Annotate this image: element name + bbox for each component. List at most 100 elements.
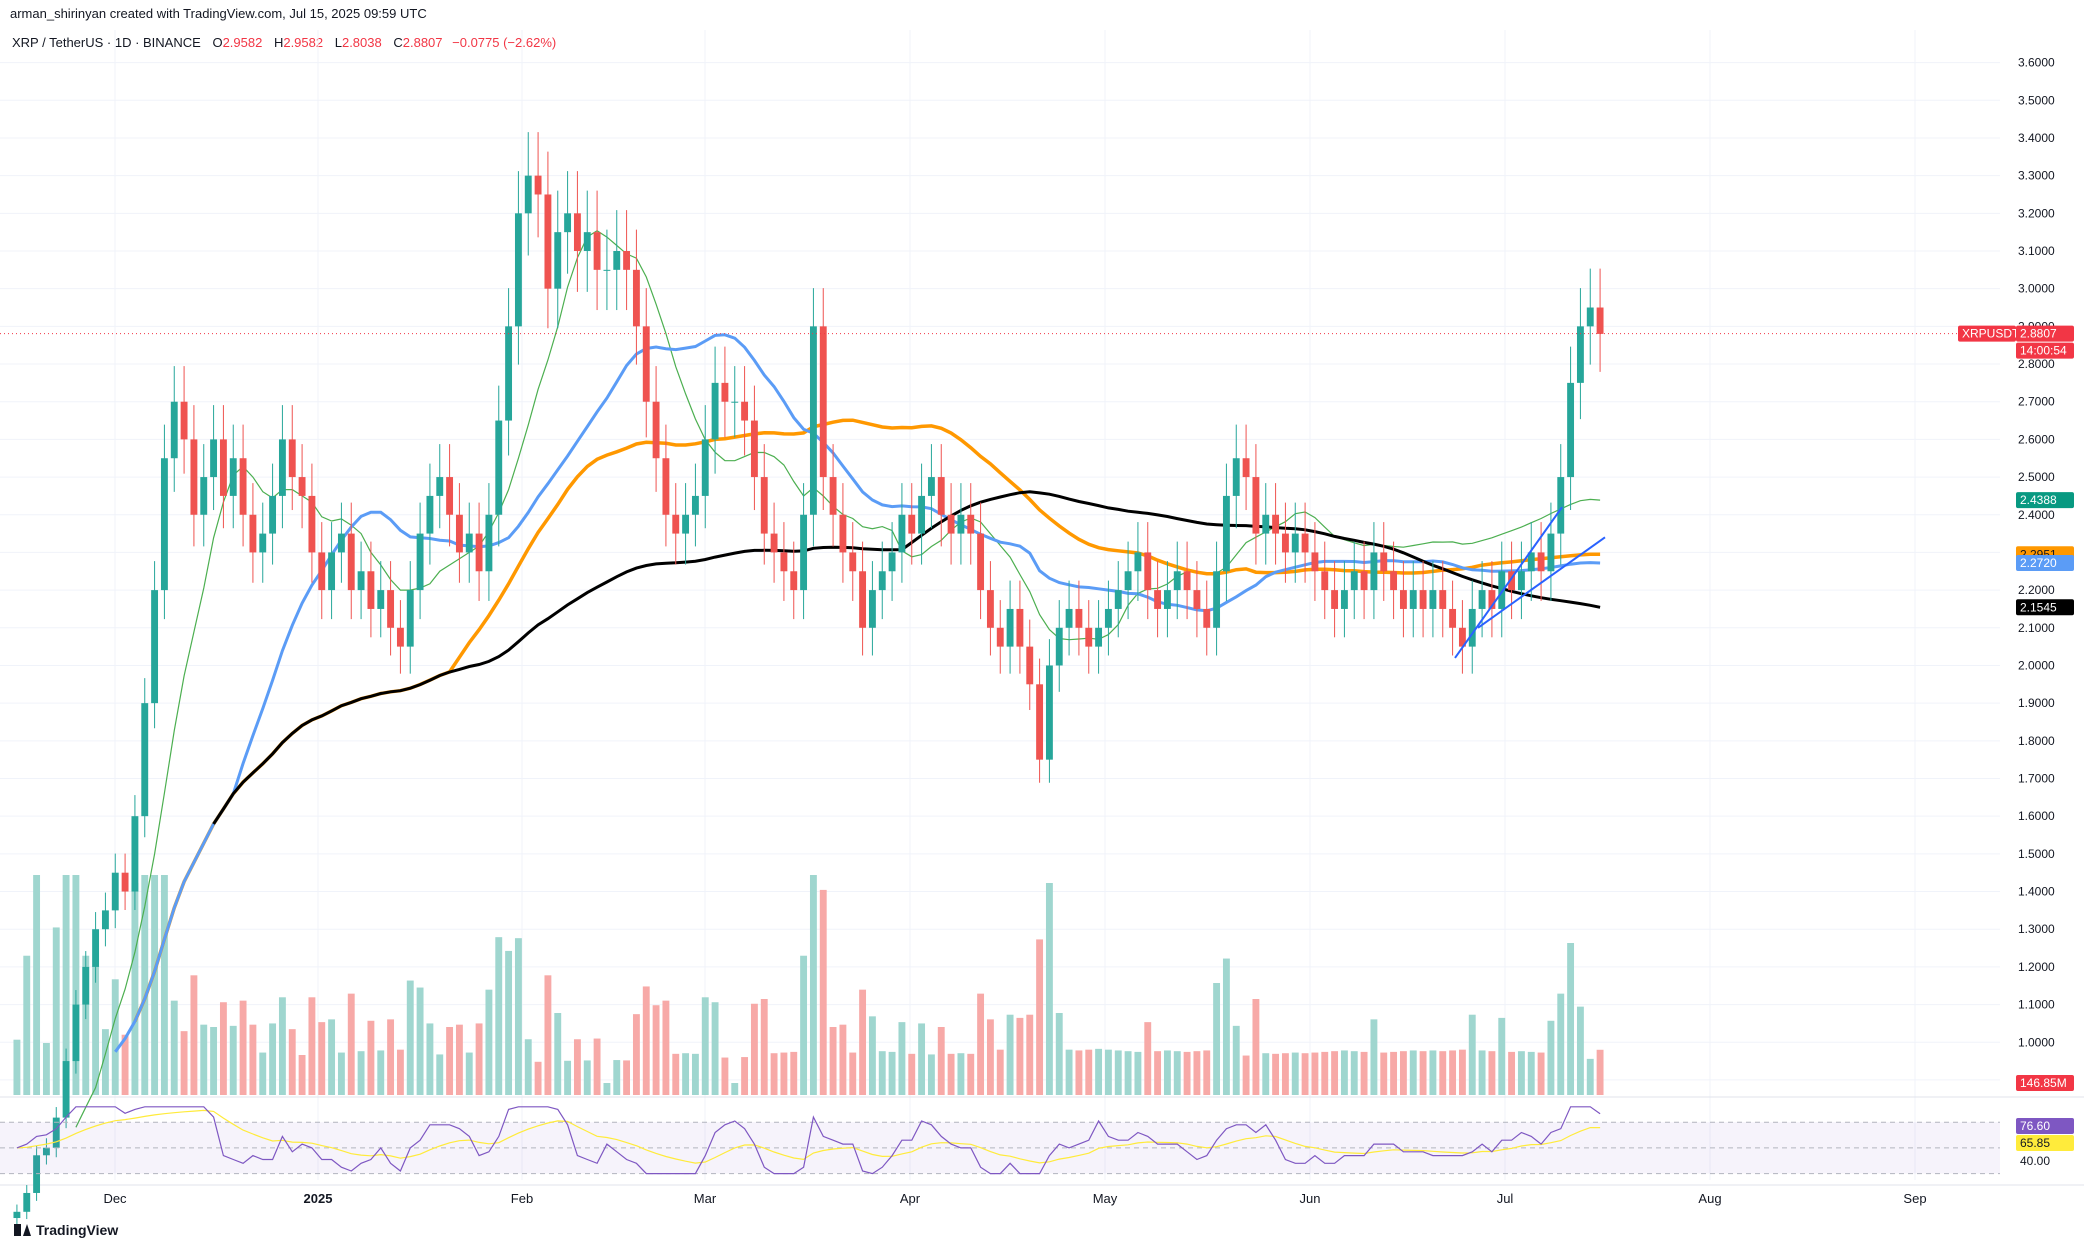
time-tick-label: Jun xyxy=(1300,1191,1321,1206)
last-price-tag-bg xyxy=(2016,325,2074,342)
candle-body xyxy=(318,552,326,591)
candle-body xyxy=(878,571,886,591)
price-tick-label: 1.2000 xyxy=(2018,960,2055,974)
volume-bar xyxy=(1331,1051,1339,1095)
candle-body xyxy=(33,1155,41,1193)
candle-body xyxy=(1281,533,1289,553)
candle-body xyxy=(1537,552,1545,572)
candle-body xyxy=(278,439,286,496)
candle-body xyxy=(259,533,267,553)
candle-body xyxy=(1576,326,1584,383)
candle-body xyxy=(465,533,473,553)
candle-body xyxy=(1144,552,1152,591)
volume-bar xyxy=(800,955,808,1095)
candle-body xyxy=(1163,590,1171,609)
volume-bar xyxy=(190,975,198,1095)
volume-bar xyxy=(564,1060,572,1095)
price-tick-label: 2.7000 xyxy=(2018,395,2055,409)
volume-bar xyxy=(1095,1048,1103,1095)
rsi-line xyxy=(16,1106,1601,1175)
candle-body xyxy=(436,477,444,496)
candle-body xyxy=(101,910,109,930)
volume-bar xyxy=(170,1000,178,1095)
volume-bar xyxy=(1537,1052,1545,1095)
volume-bar xyxy=(1104,1049,1112,1095)
candle-body xyxy=(839,514,847,553)
low-value: 2.8038 xyxy=(341,35,382,50)
candle-body xyxy=(927,477,935,496)
volume-bar xyxy=(337,1052,345,1095)
volume-bar xyxy=(613,1060,621,1095)
candle-body xyxy=(1429,590,1437,609)
volume-bar xyxy=(1222,958,1230,1095)
candle-body xyxy=(288,439,296,478)
candle-body xyxy=(731,401,739,403)
rsi-value-tag: 76.60 xyxy=(2020,1119,2050,1133)
candle-body xyxy=(1596,307,1604,334)
candle-body xyxy=(701,439,709,496)
candle-body xyxy=(1104,608,1112,628)
volume-bar xyxy=(1370,1019,1378,1095)
candle-body xyxy=(1183,571,1191,591)
ma200-tag-bg xyxy=(2016,599,2074,616)
candle-body xyxy=(495,420,503,515)
candle-body xyxy=(780,552,788,572)
price-tick-label: 3.3000 xyxy=(2018,169,2055,183)
volume-bar xyxy=(446,1027,454,1095)
volume-bar xyxy=(898,1022,906,1095)
candle-body xyxy=(1036,684,1044,760)
volume-bar xyxy=(1567,943,1575,1095)
symbol-legend[interactable]: XRP / TetherUS · 1D · BINANCE O2.9582 H2… xyxy=(12,35,556,50)
candlesticks xyxy=(13,132,1604,1226)
volume-bar xyxy=(859,989,867,1095)
volume-bar xyxy=(62,875,70,1095)
time-tick-label: 2025 xyxy=(304,1191,333,1206)
price-tick-label: 2.8000 xyxy=(2018,357,2055,371)
price-tick-label: 3.0000 xyxy=(2018,282,2055,296)
volume-bar xyxy=(1134,1051,1142,1095)
brand-name: TradingView xyxy=(36,1222,119,1238)
candle-body xyxy=(908,514,916,534)
ma50-tag: 2.2720 xyxy=(2020,556,2057,570)
candle-body xyxy=(455,514,463,553)
candle-body xyxy=(160,458,168,591)
price-tick-label: 1.8000 xyxy=(2018,734,2055,748)
channel-line-upper xyxy=(1454,506,1563,659)
candle-body xyxy=(219,439,227,496)
volume-bar xyxy=(1321,1051,1329,1095)
time-tick-label: Aug xyxy=(1698,1191,1721,1206)
candle-body xyxy=(1085,627,1093,647)
volume-bar xyxy=(1114,1050,1122,1095)
candle-body xyxy=(52,1117,60,1148)
open-label: O xyxy=(212,35,223,50)
volume-bar xyxy=(770,1053,778,1095)
volume-bar xyxy=(868,1016,876,1095)
volume-bar xyxy=(721,1057,729,1095)
volume-bar xyxy=(632,1014,640,1095)
volume-bar xyxy=(1085,1049,1093,1095)
price-tick-label: 1.6000 xyxy=(2018,809,2055,823)
candle-body xyxy=(1055,627,1063,666)
volume-bar xyxy=(534,1061,542,1095)
candle-body xyxy=(1390,571,1398,591)
volume-bar xyxy=(455,1024,463,1095)
price-tick-label: 1.5000 xyxy=(2018,847,2055,861)
volume-bar xyxy=(1350,1051,1358,1095)
candle-body xyxy=(210,439,218,478)
volume-bar xyxy=(1478,1050,1486,1095)
candle-body xyxy=(662,458,670,515)
candle-body xyxy=(1488,590,1496,609)
high-label: H xyxy=(273,35,284,50)
volume-bar xyxy=(1468,1014,1476,1095)
candle-body xyxy=(809,326,817,515)
volume-bar xyxy=(1016,1017,1024,1095)
volume-bar xyxy=(741,1057,749,1095)
candle-body xyxy=(583,232,591,251)
candle-body xyxy=(485,514,493,572)
candle-body xyxy=(1468,608,1476,647)
price-tick-label: 3.5000 xyxy=(2018,93,2055,107)
candle-body xyxy=(554,232,562,289)
candle-body xyxy=(800,514,808,591)
tradingview-logo[interactable]: TradingView xyxy=(14,1222,118,1238)
